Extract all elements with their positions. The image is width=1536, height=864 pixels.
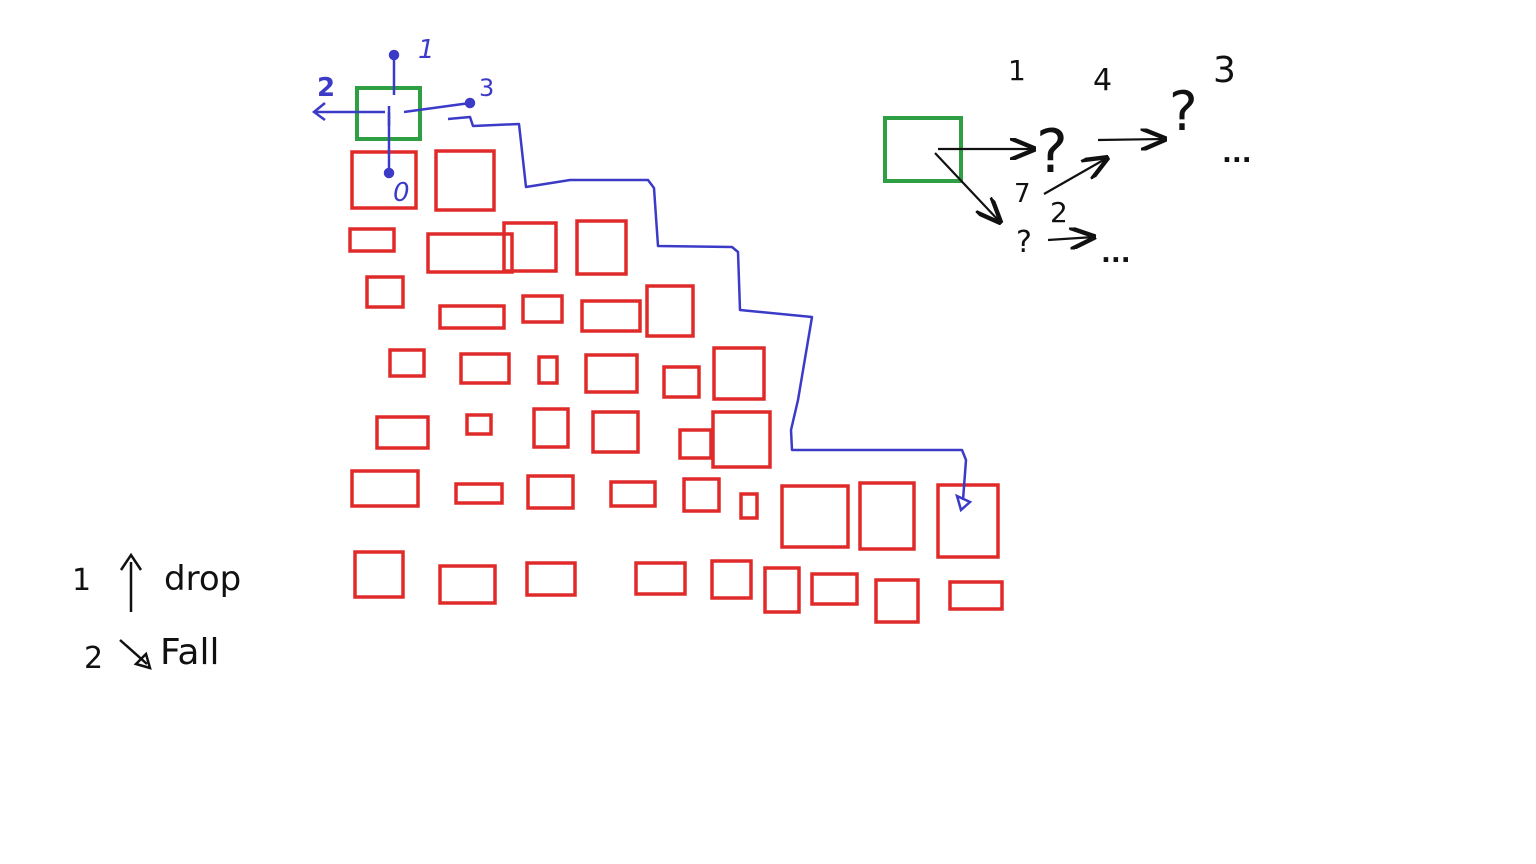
- branch-arrow-7: [1043, 158, 1107, 195]
- unknown-1: ?: [1036, 117, 1068, 187]
- terrain-block: [525, 561, 577, 597]
- legend-diag-arrow-shaft: [119, 639, 148, 665]
- terrain-block: [712, 346, 766, 401]
- direction-arrows: [311, 49, 476, 179]
- terrain-block: [426, 232, 514, 274]
- label-right: 3: [479, 74, 494, 102]
- arrow-down-tip: [383, 167, 395, 179]
- branch-label-1: 1: [1008, 54, 1026, 87]
- terrain-block: [710, 559, 753, 600]
- arrow-right-tip: [464, 97, 476, 109]
- terrain-block: [353, 550, 405, 599]
- terrain-block: [532, 407, 570, 449]
- legend-row1-number: 1: [72, 563, 91, 598]
- branch-label-2: 2: [1050, 196, 1068, 229]
- legend-up-arrow-icon: [119, 552, 143, 571]
- branch-arrow-2b: [1047, 237, 1094, 240]
- branch-label-7: 7: [1014, 179, 1031, 209]
- terrain-block: [434, 149, 496, 212]
- branch-label-3: 3: [1213, 50, 1236, 91]
- legend-row1-word: drop: [164, 559, 241, 599]
- terrain-block: [459, 352, 511, 385]
- terrain-block: [521, 294, 564, 324]
- label-up: 1: [418, 35, 435, 65]
- terrain-block: [678, 428, 713, 460]
- arrow-up-tip: [388, 49, 400, 61]
- terrain-block: [350, 150, 418, 210]
- legend-row2-word: Fall: [160, 632, 219, 673]
- terrain-block: [537, 355, 559, 385]
- terrain-block: [780, 484, 850, 549]
- branch-arrow-4: [1097, 139, 1165, 140]
- legend-row2-number: 2: [84, 641, 103, 676]
- terrain-block: [350, 469, 420, 508]
- terrain-block: [348, 227, 396, 253]
- terrain-block: [634, 561, 687, 596]
- branch-label-4: 4: [1093, 63, 1112, 98]
- terrain-block: [645, 284, 695, 338]
- terrain-block: [874, 578, 920, 624]
- terrain-block: [375, 415, 430, 450]
- legend-diag-arrow-icon: [133, 651, 152, 670]
- terrain-block: [580, 299, 642, 333]
- terrain-block: [936, 483, 1000, 559]
- terrain-block: [502, 221, 558, 273]
- terrain-block: [388, 348, 426, 378]
- terrain-block: [739, 492, 759, 520]
- continuation-top: ...: [1222, 139, 1252, 169]
- terrain-block: [575, 219, 628, 276]
- continuation-bottom: ...: [1101, 239, 1131, 269]
- terrain-block: [526, 474, 575, 510]
- terrain-block: [682, 477, 721, 513]
- arrow-right: [403, 101, 471, 114]
- unknown-2: ?: [1169, 80, 1198, 143]
- terrain-block: [454, 482, 504, 505]
- terrain-block: [711, 410, 772, 469]
- terrain-block: [584, 353, 639, 394]
- terrain-block: [438, 304, 506, 330]
- fall-path: [447, 115, 968, 501]
- terrain-block: [948, 580, 1004, 611]
- terrain-block: [591, 410, 640, 454]
- label-left: 2: [317, 73, 335, 103]
- terrain-block: [438, 564, 497, 605]
- branch-arrows: [934, 139, 1165, 240]
- terrain-block: [763, 566, 801, 614]
- branch-arrow-2: [934, 152, 1000, 222]
- unknown-3: ?: [1016, 225, 1032, 260]
- fall-path-end-arrow: [955, 493, 973, 513]
- terrain-block: [858, 481, 916, 551]
- terrain-block: [609, 480, 657, 508]
- label-down: 0: [393, 178, 410, 208]
- terrain-block: [365, 275, 405, 309]
- terrain-block: [465, 413, 493, 436]
- legend: 1 drop 2 Fall: [72, 552, 241, 676]
- terrain-block: [662, 365, 701, 399]
- terrain-blocks: [348, 149, 1004, 624]
- arrow-left-tip: [311, 102, 326, 122]
- terrain-block: [810, 572, 859, 606]
